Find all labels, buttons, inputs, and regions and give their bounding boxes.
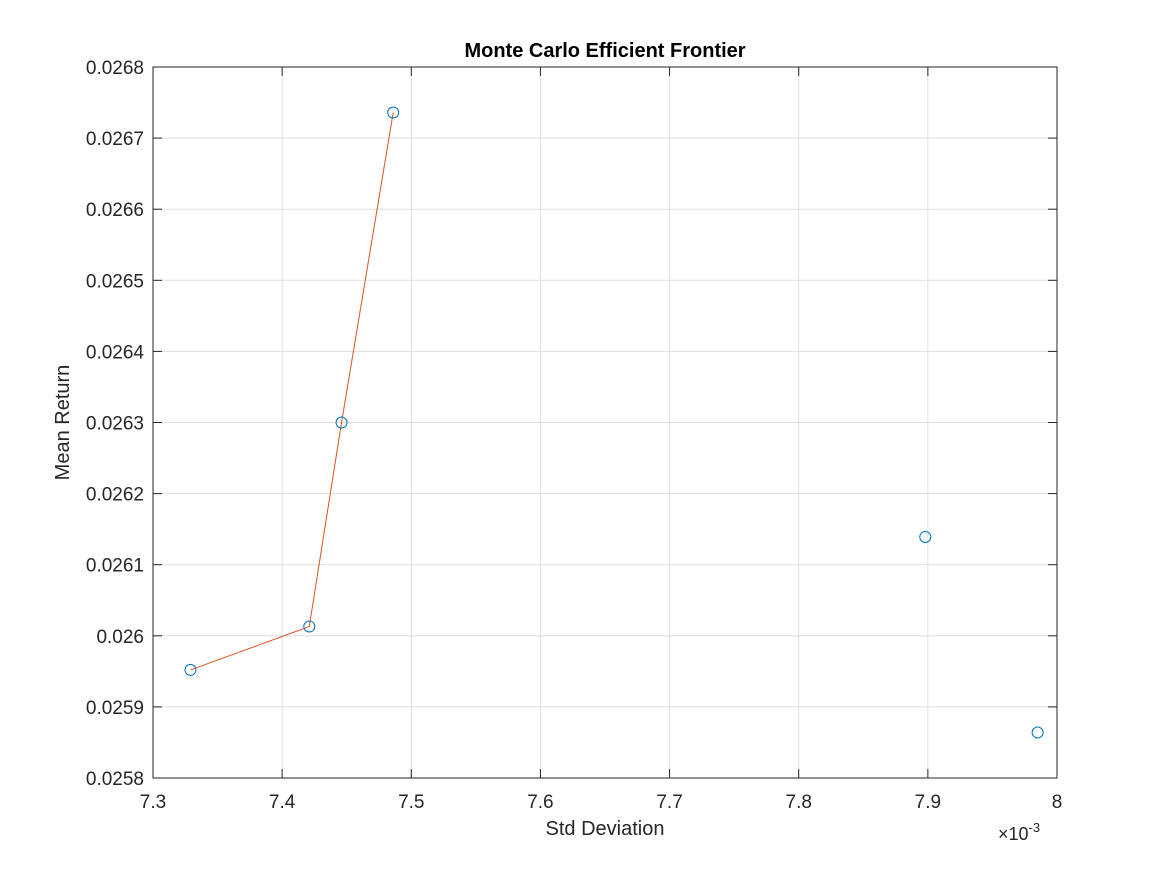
data-point	[335, 416, 348, 429]
x-axis-exponent-power: -3	[1029, 820, 1041, 835]
grid	[152, 66, 1058, 779]
data-point	[1031, 726, 1044, 739]
data-point	[184, 663, 197, 676]
x-tick-label: 7.6	[527, 792, 553, 813]
x-tick-label: 7.7	[656, 792, 682, 813]
x-tick-label: 7.3	[140, 792, 166, 813]
y-axis-label: Mean Return	[52, 365, 74, 481]
x-tick-label: 7.4	[269, 792, 296, 813]
y-tick-label: 0.0261	[86, 556, 144, 577]
data-point	[387, 106, 400, 119]
data-point	[919, 530, 932, 543]
frontier-line	[190, 112, 394, 671]
y-tick-label: 0.0259	[86, 698, 144, 719]
x-axis-exponent-base: ×10	[998, 824, 1029, 844]
y-tick-label: 0.0267	[86, 129, 144, 150]
y-tick-label: 0.0268	[86, 58, 144, 79]
y-tick-label: 0.0266	[86, 200, 144, 221]
ticks: 7.3 7.4 7.5 7.6 7.7 7.8 7.9 8 0.0258 0.0259 0.026 0…	[86, 58, 1062, 813]
data-point	[303, 620, 316, 633]
chart-title: Monte Carlo Efficient Frontier	[464, 40, 745, 62]
y-tick-label: 0.026	[96, 627, 144, 648]
frontier-line-layer	[190, 112, 394, 671]
y-tick-label: 0.0258	[86, 769, 144, 790]
x-axis-label: Std Deviation	[546, 818, 665, 840]
y-tick-label: 0.0262	[86, 485, 144, 506]
x-tick-label: 7.5	[398, 792, 424, 813]
y-tick-label: 0.0265	[86, 271, 144, 292]
x-tick-label: 7.8	[786, 792, 812, 813]
x-tick-label: 7.9	[915, 792, 941, 813]
y-tick-label: 0.0264	[86, 342, 145, 363]
x-axis-exponent: ×10-3	[998, 820, 1040, 844]
scatter-markers	[184, 106, 1044, 739]
x-tick-label: 8	[1052, 792, 1063, 813]
y-tick-label: 0.0263	[86, 414, 144, 435]
